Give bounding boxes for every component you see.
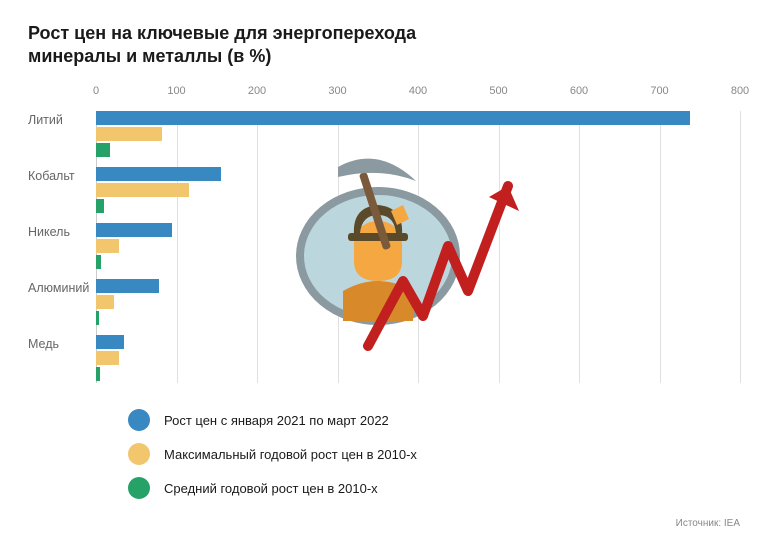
x-tick: 700 xyxy=(650,85,668,97)
bar-s2 xyxy=(96,127,162,141)
bar-s1 xyxy=(96,223,172,237)
x-tick: 300 xyxy=(328,85,346,97)
category-label: Кобальт xyxy=(28,167,96,183)
x-tick: 100 xyxy=(167,85,185,97)
bars xyxy=(96,335,740,383)
bar-s2 xyxy=(96,183,189,197)
bars xyxy=(96,223,740,271)
legend-label: Средний годовой рост цен в 2010-х xyxy=(164,481,378,496)
chart-title: Рост цен на ключевые для энергоперехода … xyxy=(28,22,740,67)
source-prefix: Источник: xyxy=(676,518,721,529)
bar-s2 xyxy=(96,295,114,309)
source-attribution: Источник: IEA xyxy=(676,518,740,529)
plot-area: Литий Кобальт Никель Алюминий Медь xyxy=(28,111,740,383)
bar-group: Литий xyxy=(28,111,740,159)
bar-s1 xyxy=(96,335,124,349)
bar-group: Кобальт xyxy=(28,167,740,215)
category-label: Алюминий xyxy=(28,279,96,295)
legend-label: Максимальный годовой рост цен в 2010-х xyxy=(164,447,417,462)
bar-s1 xyxy=(96,111,690,125)
bars xyxy=(96,279,740,327)
legend-label: Рост цен с января 2021 по март 2022 xyxy=(164,413,389,428)
legend-dot xyxy=(128,443,150,465)
bar-groups: Литий Кобальт Никель Алюминий Медь xyxy=(28,111,740,383)
bar-s1 xyxy=(96,167,221,181)
x-tick: 400 xyxy=(409,85,427,97)
x-tick: 800 xyxy=(731,85,749,97)
bar-group: Алюминий xyxy=(28,279,740,327)
x-tick: 200 xyxy=(248,85,266,97)
bar-s3 xyxy=(96,143,110,157)
legend-item: Рост цен с января 2021 по март 2022 xyxy=(128,409,740,431)
bar-s2 xyxy=(96,239,119,253)
gridline xyxy=(740,111,741,383)
legend-dot xyxy=(128,477,150,499)
chart: 0100200300400500600700800 ЛитийКобальтНи… xyxy=(28,85,740,383)
bar-s3 xyxy=(96,367,100,381)
legend-dot xyxy=(128,409,150,431)
legend-item: Максимальный годовой рост цен в 2010-х xyxy=(128,443,740,465)
bar-s3 xyxy=(96,199,104,213)
x-tick: 600 xyxy=(570,85,588,97)
x-axis-ticks: 0100200300400500600700800 xyxy=(96,85,740,105)
category-label: Медь xyxy=(28,335,96,351)
legend-item: Средний годовой рост цен в 2010-х xyxy=(128,477,740,499)
bar-s3 xyxy=(96,255,101,269)
category-label: Никель xyxy=(28,223,96,239)
source-name: IEA xyxy=(724,518,740,529)
bar-s3 xyxy=(96,311,99,325)
chart-container: Рост цен на ключевые для энергоперехода … xyxy=(0,0,768,547)
title-line-2: минералы и металлы (в %) xyxy=(28,46,271,66)
bars xyxy=(96,167,740,215)
category-label: Литий xyxy=(28,111,96,127)
bars xyxy=(96,111,740,159)
bar-group: Никель xyxy=(28,223,740,271)
bar-s1 xyxy=(96,279,159,293)
bar-s2 xyxy=(96,351,119,365)
legend: Рост цен с января 2021 по март 2022 Макси… xyxy=(128,409,740,499)
x-axis: 0100200300400500600700800 xyxy=(28,85,740,105)
title-line-1: Рост цен на ключевые для энергоперехода xyxy=(28,23,416,43)
bar-group: Медь xyxy=(28,335,740,383)
x-tick: 500 xyxy=(489,85,507,97)
x-tick: 0 xyxy=(93,85,99,97)
